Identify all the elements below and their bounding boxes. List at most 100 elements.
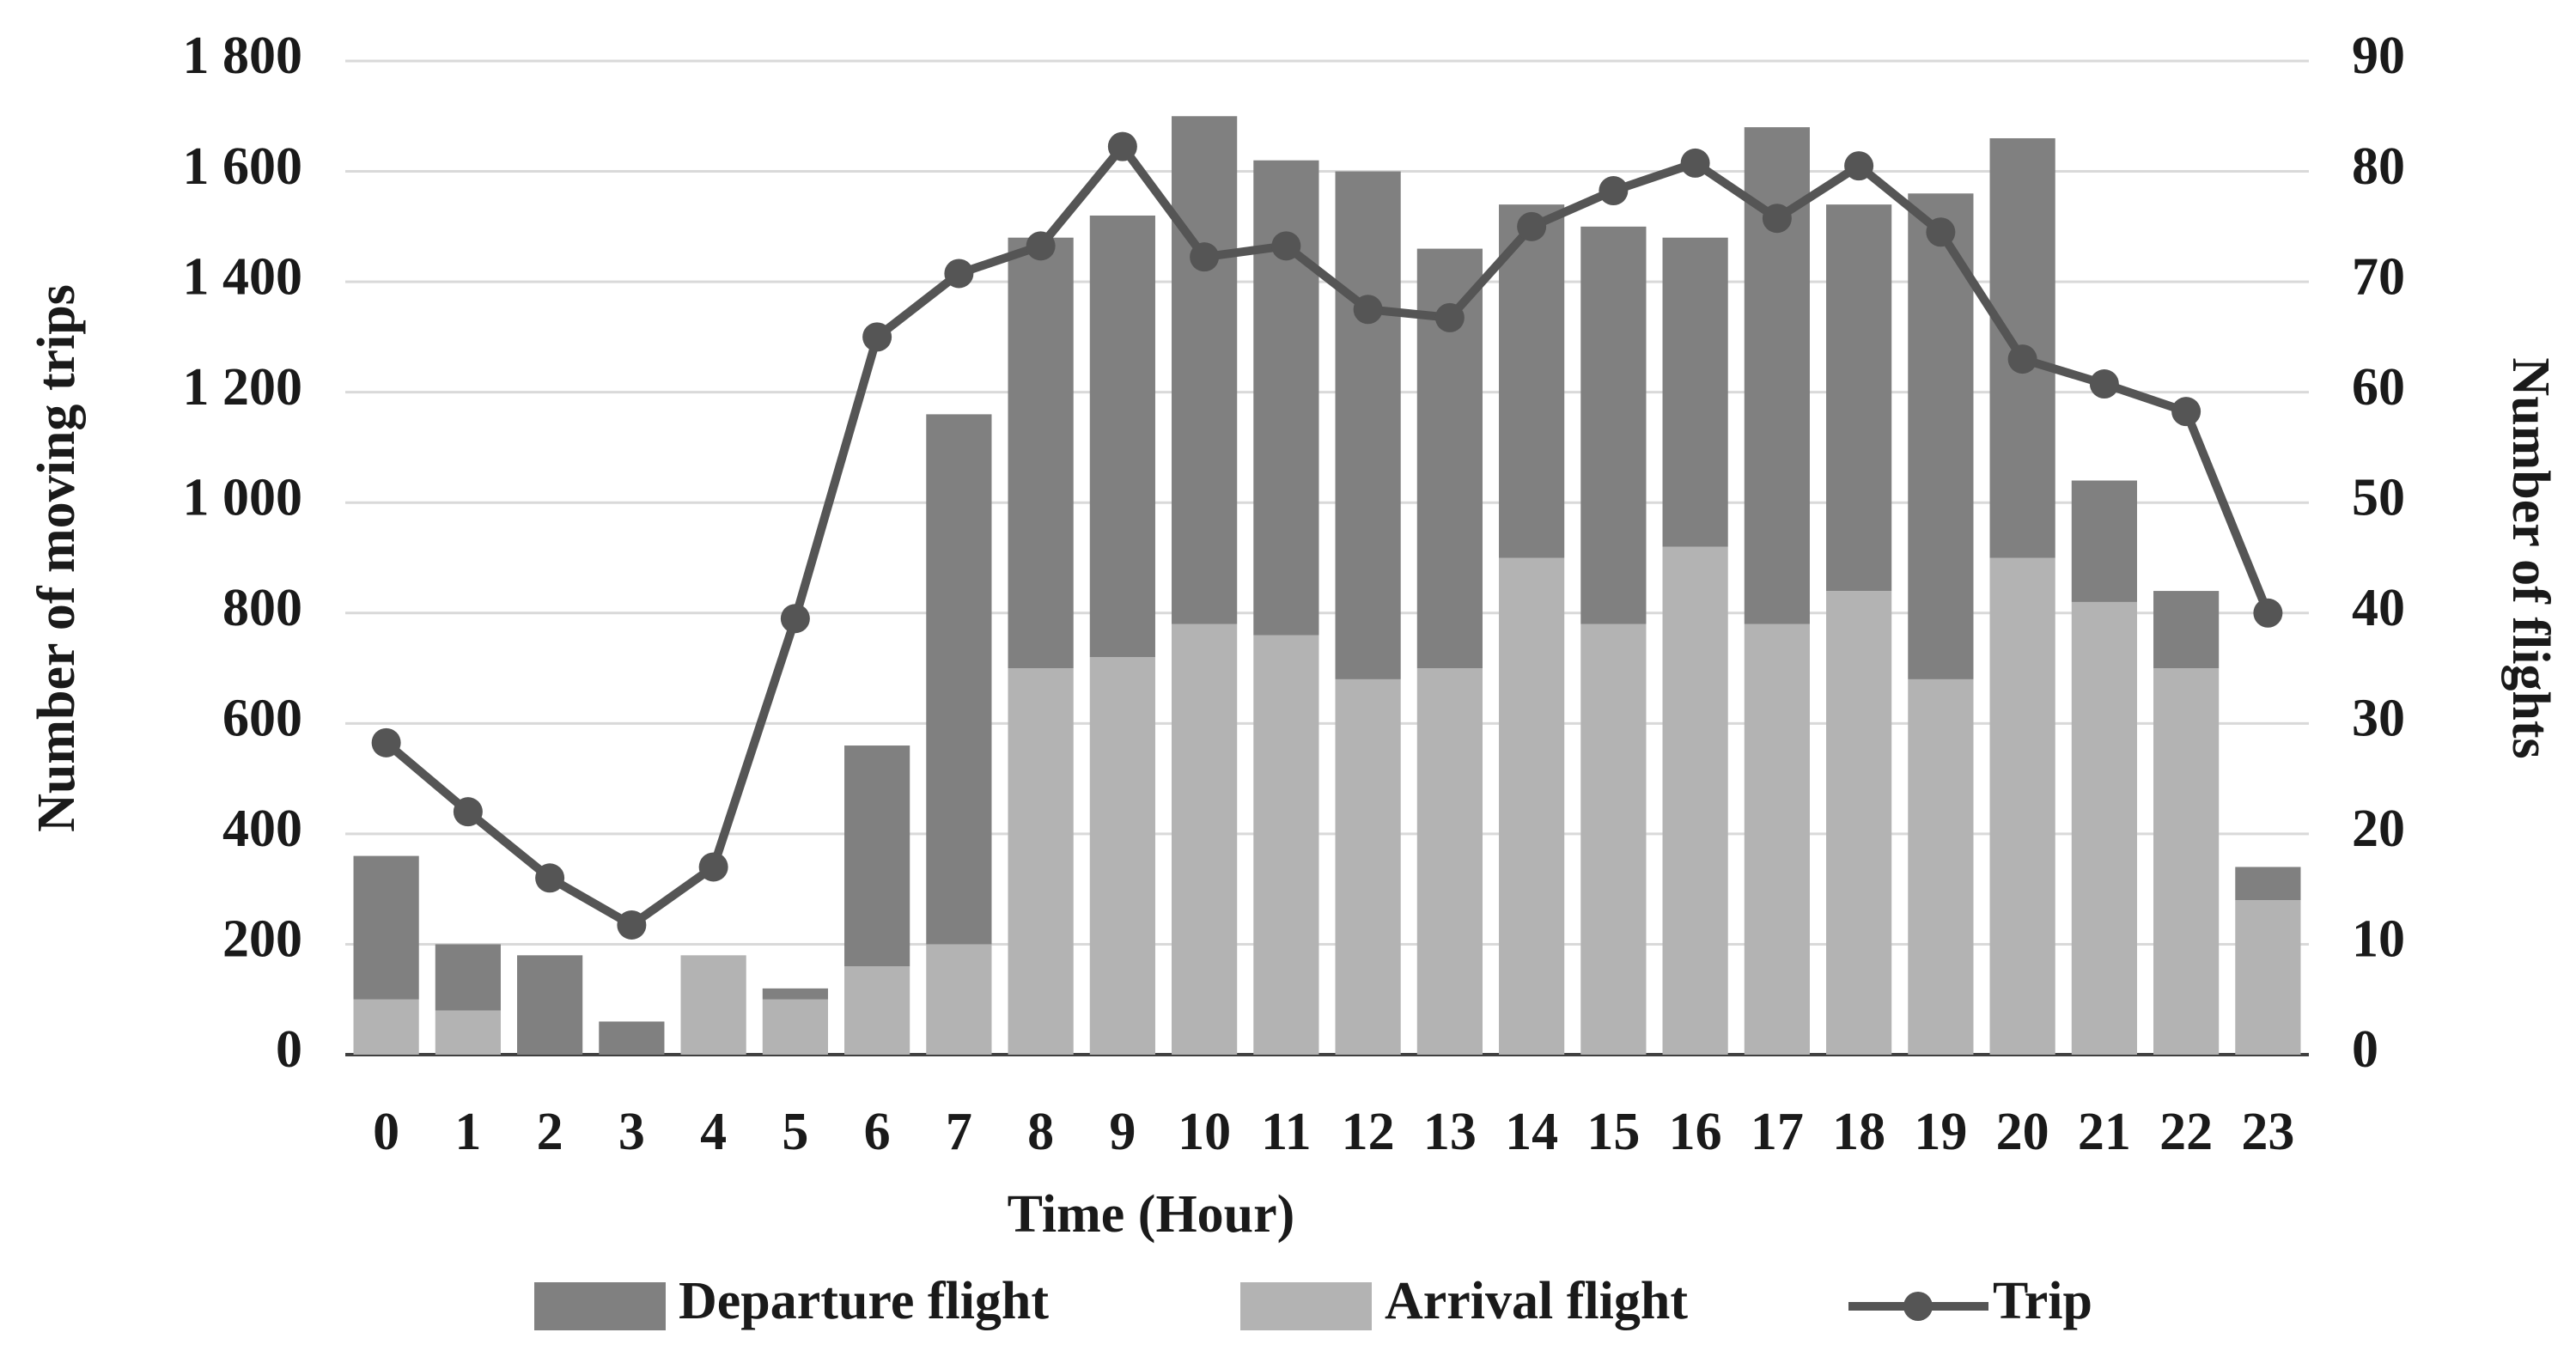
trip-marker	[1762, 204, 1792, 234]
trip-marker	[535, 863, 565, 893]
y-axis-title: Number of moving trips	[27, 284, 86, 832]
trip-marker	[862, 322, 892, 352]
trip-marker	[1517, 211, 1547, 241]
bar	[435, 944, 501, 1011]
trip-marker	[1271, 231, 1301, 261]
y2-tick-label: 50	[2352, 468, 2405, 526]
x-tick-label: 0	[373, 1103, 399, 1161]
bar	[1826, 591, 1892, 1055]
legend-label: Departure flight	[679, 1272, 1049, 1330]
bar	[762, 988, 828, 1000]
trip-marker	[944, 259, 974, 289]
bar	[1744, 624, 1810, 1055]
bar	[1499, 557, 1565, 1055]
x-tick-label: 9	[1109, 1103, 1136, 1161]
y-tick-label: 0	[276, 1020, 302, 1079]
y2-tick-label: 90	[2352, 27, 2405, 85]
bar	[1335, 678, 1401, 1055]
y-tick-label: 600	[222, 690, 302, 748]
x-tick-label: 17	[1751, 1103, 1804, 1161]
bar	[1826, 204, 1892, 592]
legend-label: Arrival flight	[1385, 1272, 1688, 1330]
bar	[1253, 635, 1319, 1055]
legend-swatch	[534, 1282, 666, 1330]
trip-marker	[2089, 369, 2119, 399]
bar	[599, 1021, 665, 1055]
trip-marker	[1107, 131, 1137, 161]
bar	[2153, 668, 2220, 1055]
trip-marker	[371, 727, 401, 758]
trip-marker	[698, 852, 728, 882]
bar	[353, 999, 419, 1055]
bar	[2235, 900, 2301, 1055]
bar	[1662, 546, 1728, 1055]
x-tick-label: 11	[1261, 1103, 1312, 1161]
bar	[762, 999, 828, 1055]
bar	[517, 955, 583, 1055]
bar	[926, 944, 992, 1055]
y2-tick-label: 40	[2352, 579, 2405, 637]
x-tick-label: 18	[1832, 1103, 1885, 1161]
x-tick-label: 12	[1342, 1103, 1395, 1161]
bar	[1335, 171, 1401, 679]
y-tick-label: 1 400	[183, 247, 303, 306]
bar	[1416, 668, 1483, 1055]
x-tick-label: 3	[618, 1103, 645, 1161]
x-tick-label: 14	[1505, 1103, 1558, 1161]
trip-marker	[1680, 148, 1710, 178]
bar	[1580, 226, 1647, 624]
bar	[435, 1010, 501, 1055]
bar	[1089, 657, 1155, 1055]
y-tick-label: 1 800	[183, 27, 303, 85]
bar	[1008, 237, 1074, 669]
y2-tick-label: 10	[2352, 910, 2405, 969]
bar	[680, 955, 746, 1055]
trip-marker	[617, 910, 647, 940]
x-tick-label: 1	[454, 1103, 481, 1161]
bar	[1089, 215, 1155, 658]
x-tick-label: 4	[700, 1103, 727, 1161]
y-tick-label: 800	[222, 579, 302, 637]
bar	[1662, 237, 1728, 547]
trip-marker	[1926, 217, 1956, 247]
bar	[2071, 601, 2137, 1055]
legend-label: Trip	[1993, 1272, 2092, 1330]
trip-marker	[1026, 231, 1056, 261]
bar	[844, 745, 910, 967]
bar	[1908, 678, 1974, 1055]
y-tick-label: 1 600	[183, 137, 303, 196]
x-axis-title: Time (Hour)	[1008, 1185, 1295, 1244]
bar	[2235, 867, 2301, 901]
x-tick-label: 10	[1178, 1103, 1231, 1161]
trip-marker	[2253, 598, 2283, 628]
x-tick-label: 7	[946, 1103, 972, 1161]
bar	[2153, 591, 2220, 669]
x-tick-label: 15	[1586, 1103, 1640, 1161]
bar	[1008, 668, 1074, 1055]
x-tick-label: 8	[1027, 1103, 1054, 1161]
trip-marker	[1599, 176, 1629, 206]
x-tick-label: 22	[2159, 1103, 2213, 1161]
x-tick-label: 13	[1423, 1103, 1477, 1161]
bar	[353, 855, 419, 1000]
y2-tick-label: 30	[2352, 690, 2405, 748]
y2-tick-label: 60	[2352, 358, 2405, 417]
y2-tick-label: 20	[2352, 800, 2405, 858]
bar	[1989, 557, 2055, 1055]
trip-marker	[1353, 295, 1383, 325]
y-tick-label: 1 000	[183, 468, 303, 526]
bar	[1580, 624, 1647, 1055]
x-tick-label: 6	[864, 1103, 891, 1161]
y-tick-label: 400	[222, 800, 302, 858]
y2-tick-label: 80	[2352, 137, 2405, 196]
trip-marker	[2007, 344, 2037, 374]
y-tick-label: 1 200	[183, 358, 303, 417]
bar	[1499, 204, 1565, 558]
y2-tick-label: 0	[2352, 1020, 2378, 1079]
x-tick-label: 23	[2241, 1103, 2294, 1161]
legend-swatch	[1903, 1292, 1933, 1321]
y2-axis-title: Number of flights	[2501, 357, 2560, 758]
x-tick-label: 20	[1996, 1103, 2049, 1161]
